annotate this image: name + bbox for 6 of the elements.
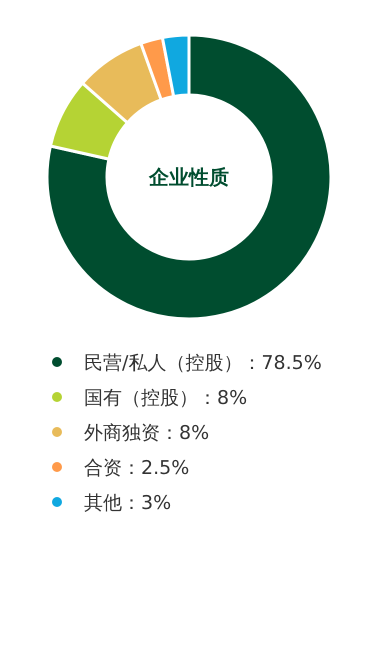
text: 企业性质	[148, 165, 229, 189]
legend-label: 合资：2.5%	[84, 457, 190, 479]
legend-label: 国有（控股）：8%	[84, 387, 248, 409]
legend-label: 外商独资：8%	[84, 422, 210, 444]
legend-label: 民营/私人（控股）：78.5%	[84, 352, 322, 374]
legend-label: 其他：3%	[84, 492, 172, 514]
